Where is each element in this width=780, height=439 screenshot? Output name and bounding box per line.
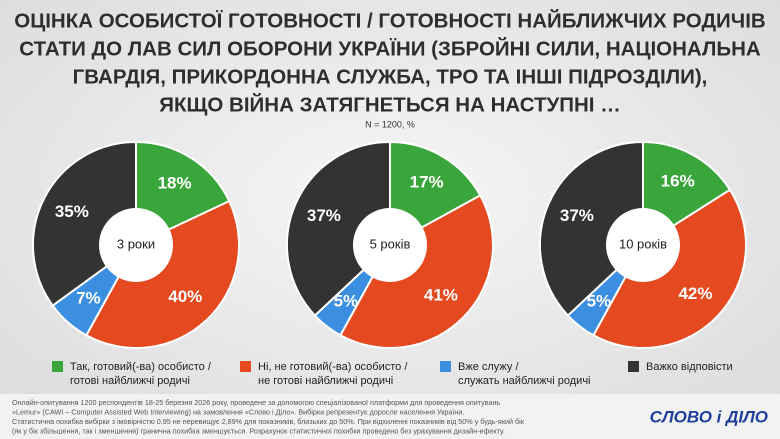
legend-swatch	[440, 361, 451, 372]
value-label: 7%	[76, 288, 101, 307]
subtitle: N = 1200, %	[365, 119, 415, 129]
footnote: Онлайн-опитування 1200 респондентів 18-2…	[12, 398, 500, 407]
value-label: 41%	[424, 285, 458, 304]
footnote: «Lemur» (CAWI – Computer Assisted Web In…	[12, 407, 464, 416]
value-label: 5%	[587, 291, 612, 310]
donut-hole	[606, 208, 680, 282]
title-line: ГВАРДІЯ, ПРИКОРДОННА СЛУЖБА, ТРО ТА ІНШІ…	[73, 65, 708, 88]
value-label: 5%	[334, 291, 359, 310]
center-label: 5 років	[370, 236, 411, 251]
value-label: 17%	[410, 173, 444, 192]
legend-text: Так, готовий(-ва) особисто /	[70, 361, 212, 373]
legend-text: не готові найближчі родичі	[258, 375, 393, 387]
center-label: 10 років	[619, 236, 667, 251]
legend-text: служать найближчі родичі	[458, 375, 591, 387]
value-label: 18%	[158, 174, 192, 193]
footnote: Статистична похибка вибірки з імовірніст…	[12, 417, 525, 426]
logo: СЛОВО і ДІЛО	[650, 407, 768, 426]
pie-slice	[539, 140, 644, 317]
value-label: 37%	[307, 206, 341, 225]
pie-slice	[85, 199, 240, 349]
value-label: 42%	[678, 284, 712, 303]
value-label: 37%	[560, 206, 594, 225]
legend-swatch	[628, 361, 639, 372]
value-label: 40%	[168, 287, 202, 306]
donut-hole	[99, 208, 173, 282]
legend-text: Вже служу /	[458, 361, 519, 373]
center-label: 3 роки	[117, 236, 155, 251]
pie-slice	[32, 140, 137, 307]
value-label: 16%	[661, 171, 695, 190]
legend-text: готові найближчі родичі	[70, 375, 190, 387]
title-line: ОЦІНКА ОСОБИСТОЇ ГОТОВНОСТІ / ГОТОВНОСТІ…	[14, 8, 765, 32]
pie-slice	[286, 140, 391, 317]
legend-text: Ні, не готовий(-ва) особисто /	[258, 361, 408, 373]
pie-slice	[339, 194, 494, 349]
title-line: СТАТИ ДО ЛАВ СИЛ ОБОРОНИ УКРАЇНИ (ЗБРОЙН…	[19, 36, 761, 60]
legend-text: Важко відповісти	[646, 361, 733, 373]
value-label: 35%	[55, 202, 89, 221]
donut-hole	[353, 208, 427, 282]
legend-swatch	[52, 361, 63, 372]
title-line: ЯКЩО ВІЙНА ЗАТЯГНЕТЬСЯ НА НАСТУПНІ …	[159, 92, 620, 116]
legend-swatch	[240, 361, 251, 372]
footer-band	[0, 394, 780, 439]
footnote: (як у бік збільшення, так і зменшення) г…	[12, 426, 505, 435]
